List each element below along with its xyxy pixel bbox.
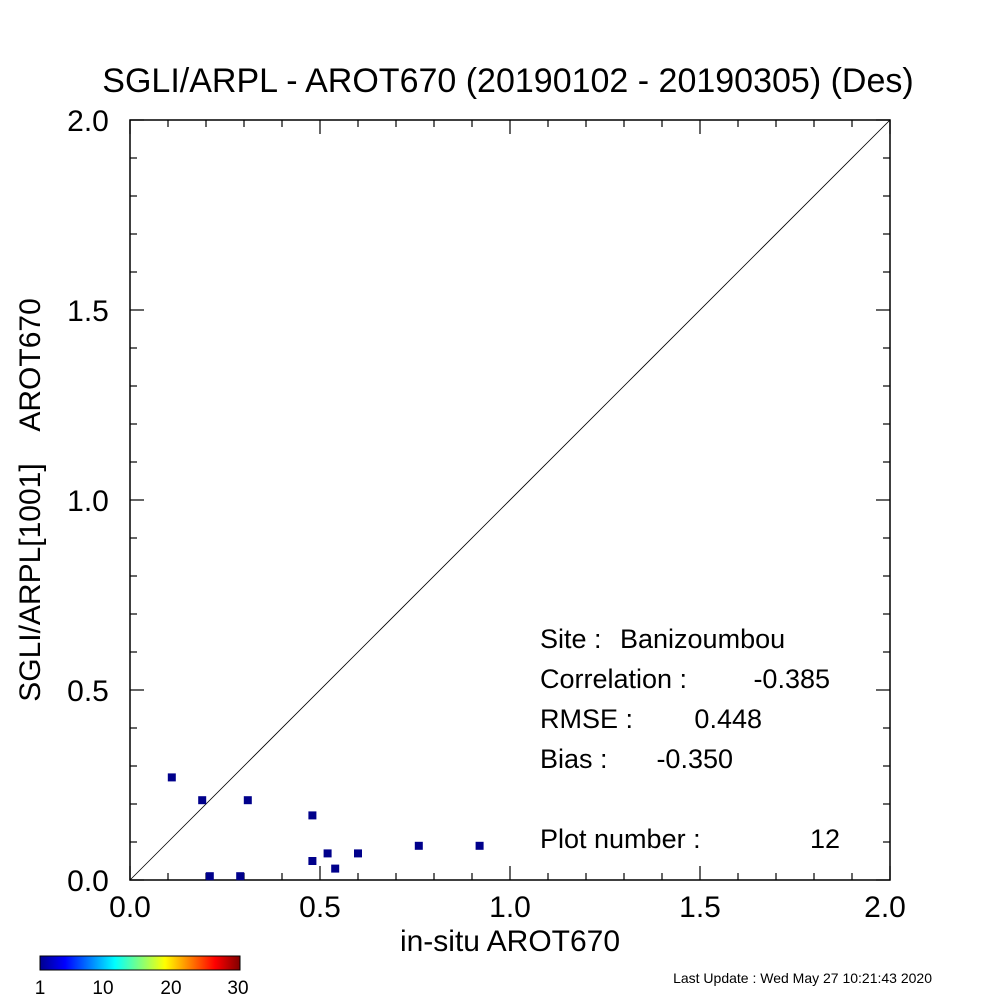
stat-bias-value: -0.350 [656,744,733,774]
stat-rmse-label: RMSE : [540,704,633,734]
data-point-1 [167,773,176,782]
x-tick-label-3: 1.5 [679,891,721,924]
stat-site-label: Site : [540,624,602,654]
minor-ticks [129,119,891,881]
data-points [167,773,484,881]
colorbar [39,955,241,971]
y-tick-label-4: 2.0 [67,105,109,138]
x-tick-label-0: 0.0 [109,891,151,924]
colorbar-label-1: 1 [35,978,46,999]
chart-title: SGLI/ARPL - AROT670 (20190102 - 20190305… [102,62,913,100]
y-tick-label-3: 1.5 [67,295,109,328]
y-tick-label-1: 0.5 [67,675,109,708]
stat-rmse-value: 0.448 [694,704,762,734]
last-update-text: Last Update : Wed May 27 10:21:43 2020 [673,970,932,986]
data-point-8 [323,849,332,858]
one-to-one-line [129,119,891,881]
colorbar-label-10: 10 [92,978,113,999]
data-point-6 [236,872,245,881]
data-point-4 [308,811,317,820]
stat-bias-label: Bias : [540,744,608,774]
stats-box: Site : Banizoumbou Correlation : -0.385 … [540,624,840,854]
y-axis-label: SGLI/ARPL[1001] AROT670 [14,298,47,702]
x-tick-label-2: 1.0 [489,891,531,924]
stat-site-value: Banizoumbou [620,624,785,654]
stat-correlation-label: Correlation : [540,664,687,694]
x-axis-label: in-situ AROT670 [400,925,620,958]
data-point-7 [308,857,317,865]
colorbar-label-20: 20 [160,978,181,999]
data-point-5 [205,872,214,881]
data-point-11 [414,841,423,850]
data-point-2 [198,796,207,805]
stat-correlation-value: -0.385 [753,664,830,694]
data-point-12 [475,841,484,850]
data-point-10 [354,849,362,858]
data-point-9 [331,864,340,873]
x-tick-label-4: 2.0 [864,891,906,924]
stat-plot-number-label: Plot number : [540,824,701,854]
y-tick-label-2: 1.0 [67,485,109,518]
stat-plot-number-value: 12 [810,824,840,854]
y-tick-label-0: 0.0 [67,865,109,898]
x-tick-label-1: 0.5 [299,891,341,924]
data-point-3 [243,796,252,805]
colorbar-label-30: 30 [227,978,248,999]
